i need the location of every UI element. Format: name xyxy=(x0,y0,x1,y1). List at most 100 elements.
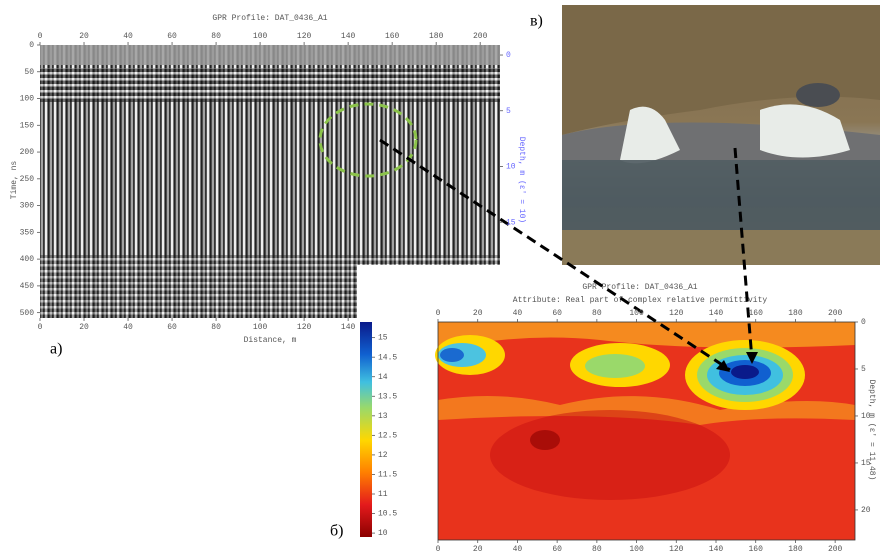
reflection-band xyxy=(40,68,500,102)
x-tick-label: 40 xyxy=(123,323,133,332)
y-tick-label: 13 xyxy=(378,412,388,421)
x-tick-label: 200 xyxy=(828,545,843,551)
x-tick-label: 180 xyxy=(429,32,444,41)
x-tick-label: 60 xyxy=(552,545,562,551)
arrows xyxy=(379,138,754,372)
y-axis-label: Time, ns xyxy=(10,161,19,200)
x-tick-label: 40 xyxy=(513,309,523,318)
y-tick-label: 0 xyxy=(506,51,511,60)
panel-title: GPR Profile: DAT_0436_A1 xyxy=(582,283,697,292)
x-tick-label: 0 xyxy=(38,323,43,332)
x-tick-label: 140 xyxy=(341,32,356,41)
x-tick-label: 180 xyxy=(788,545,803,551)
y-tick-label: 350 xyxy=(20,228,35,237)
contour-fill xyxy=(585,354,645,378)
x-tick-label: 0 xyxy=(436,545,441,551)
y-tick-label: 15 xyxy=(506,218,516,227)
y-tick-label: 14.5 xyxy=(378,353,397,362)
x-tick-label: 100 xyxy=(253,32,268,41)
x-tick-label: 140 xyxy=(709,309,724,318)
x-tick-label: 40 xyxy=(513,545,523,551)
x-tick-label: 20 xyxy=(473,309,483,318)
contour-fill xyxy=(731,365,759,379)
y-tick-label: 0 xyxy=(861,318,866,327)
x-tick-label: 100 xyxy=(629,309,644,318)
panel-title: GPR Profile: DAT_0436_A1 xyxy=(212,14,327,23)
y-tick-label: 12.5 xyxy=(378,431,397,440)
y-tick-label: 11.5 xyxy=(378,471,397,480)
y-tick-label: 20 xyxy=(861,506,871,515)
colorbar xyxy=(360,322,372,537)
y-tick-label: 10 xyxy=(506,163,516,172)
x-tick-label: 80 xyxy=(592,309,602,318)
arrow xyxy=(733,147,754,361)
x-tick-label: 200 xyxy=(828,309,843,318)
x-tick-label: 140 xyxy=(709,545,724,551)
contour-fill xyxy=(530,430,560,450)
y-tick-label: 11 xyxy=(378,490,388,499)
x-tick-label: 160 xyxy=(385,32,400,41)
x-tick-label: 20 xyxy=(473,545,483,551)
y-tick-label: 14 xyxy=(378,373,388,382)
panel-subtitle: Attribute: Real part of complex relative… xyxy=(513,296,768,305)
x-tick-label: 80 xyxy=(592,545,602,551)
y-axis-label: Depth, m (ε' = 11.48) xyxy=(867,380,876,481)
y-tick-label: 150 xyxy=(20,121,35,130)
y-tick-label: 5 xyxy=(506,107,511,116)
x-tick-label: 100 xyxy=(629,545,644,551)
radargram-top xyxy=(40,45,500,65)
contour-fill xyxy=(438,396,855,425)
y2-axis-label: Depth, m (ε' = 10) xyxy=(517,137,526,223)
x-tick-label: 120 xyxy=(669,309,684,318)
y-tick-label: 0 xyxy=(29,41,34,50)
x-tick-label: 20 xyxy=(79,32,89,41)
photo-water xyxy=(562,160,880,230)
y-tick-label: 50 xyxy=(24,68,34,77)
contour-fill xyxy=(440,348,464,362)
x-tick-label: 0 xyxy=(436,309,441,318)
plot-frame xyxy=(437,321,856,541)
x-tick-label: 80 xyxy=(211,32,221,41)
x-tick-label: 0 xyxy=(38,32,43,41)
y-tick-label: 12 xyxy=(378,451,388,460)
panel-label: в) xyxy=(530,13,543,30)
x-tick-label: 140 xyxy=(341,323,356,332)
y-tick-label: 500 xyxy=(20,309,35,318)
x-tick-label: 100 xyxy=(253,323,268,332)
photo-bank xyxy=(562,5,880,135)
x-tick-label: 60 xyxy=(167,323,177,332)
y-tick-label: 10 xyxy=(861,412,871,421)
arrow-head xyxy=(746,352,758,364)
y-tick-label: 400 xyxy=(20,255,35,264)
arrow-head xyxy=(716,360,730,372)
y-tick-label: 450 xyxy=(20,282,35,291)
photo-foam xyxy=(760,104,850,158)
y-tick-label: 300 xyxy=(20,202,35,211)
y-tick-label: 10 xyxy=(378,529,388,538)
x-tick-label: 60 xyxy=(552,309,562,318)
arrow xyxy=(379,138,731,372)
y-tick-label: 15 xyxy=(378,334,388,343)
x-axis-label: Distance, m xyxy=(244,336,297,345)
x-tick-label: 120 xyxy=(669,545,684,551)
x-tick-label: 60 xyxy=(167,32,177,41)
y-tick-label: 10.5 xyxy=(378,510,397,519)
x-tick-label: 120 xyxy=(297,32,312,41)
y-tick-label: 13.5 xyxy=(378,392,397,401)
y-tick-label: 15 xyxy=(861,459,871,468)
x-tick-label: 160 xyxy=(749,545,764,551)
y-tick-label: 5 xyxy=(861,365,866,374)
x-tick-label: 40 xyxy=(123,32,133,41)
photo-grass xyxy=(562,230,880,265)
anomaly-outline xyxy=(318,102,418,178)
x-tick-label: 200 xyxy=(473,32,488,41)
photo-boulder xyxy=(796,83,840,107)
contour-fill xyxy=(490,410,730,500)
y-tick-label: 100 xyxy=(20,95,35,104)
panel-label: б) xyxy=(330,523,343,540)
x-tick-label: 180 xyxy=(788,309,803,318)
photo-foam xyxy=(620,106,680,164)
x-tick-label: 80 xyxy=(211,323,221,332)
y-tick-label: 200 xyxy=(20,148,35,157)
